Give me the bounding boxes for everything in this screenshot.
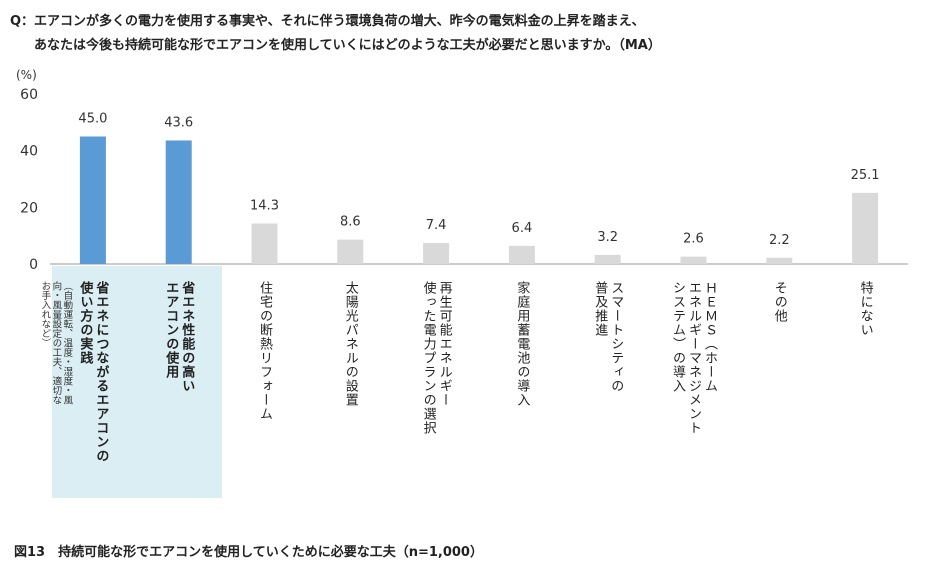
category-label-5-line-2: 使った電力プランの選択 xyxy=(421,280,437,435)
data-label-8: 2.6 xyxy=(683,232,704,247)
category-note-line-3: お手入れなど） xyxy=(39,281,51,348)
category-label-7-line-1: スマートシティの xyxy=(608,281,623,393)
data-label-4: 8.6 xyxy=(340,215,361,230)
bar-1 xyxy=(79,136,106,264)
data-label-3: 14.3 xyxy=(250,198,279,213)
category-label-8-line-1: ＨＥＭＳ（ホーム xyxy=(702,281,718,393)
data-label-10: 25.1 xyxy=(851,168,880,183)
question-line-2: あなたは今後も持続可能な形でエアコンを使用していくにはどのような工夫が必要だと思… xyxy=(34,38,661,53)
y-axis-unit: (%) xyxy=(16,68,37,82)
bar-8 xyxy=(680,256,707,264)
category-label-10-line-1: 特にない xyxy=(858,281,874,337)
category-label-9-line-1: その他 xyxy=(772,281,788,323)
category-label-7-line-2: 普及推進 xyxy=(592,281,608,337)
bar-7 xyxy=(594,254,621,264)
category-label-4-line-1: 太陽光パネルの設置 xyxy=(343,281,359,407)
bar-10 xyxy=(852,192,879,264)
category-label-1-line-1: 省エネにつながるエアコンの xyxy=(93,280,110,463)
category-label-6-line-1: 家庭用蓄電池の導入 xyxy=(514,280,530,407)
bar-5 xyxy=(423,243,450,264)
category-label-8-line-3: システム）の導入 xyxy=(670,281,686,393)
y-tick-label: 40 xyxy=(20,144,38,160)
data-label-9: 2.2 xyxy=(769,233,790,248)
y-tick-label: 0 xyxy=(29,257,38,273)
bar-2 xyxy=(165,140,192,264)
category-label-3-line-1: 住宅の断熱リフォーム xyxy=(257,281,273,421)
bar-9 xyxy=(766,257,793,264)
data-label-6: 6.4 xyxy=(512,221,533,236)
y-tick-label: 20 xyxy=(20,200,38,216)
bar-4 xyxy=(337,239,364,264)
question-text: Q：エアコンが多くの電力を使用する事実や、それに伴う環境負荷の増大、昨今の電気料… xyxy=(10,10,661,58)
data-label-5: 7.4 xyxy=(426,218,447,233)
question-line-1: Q：エアコンが多くの電力を使用する事実や、それに伴う環境負荷の増大、昨今の電気料… xyxy=(10,14,645,29)
bar-3 xyxy=(251,223,278,264)
bar-6 xyxy=(508,245,535,264)
figure-caption: 図13 持続可能な形でエアコンを使用していくために必要な工夫（n=1,000） xyxy=(14,545,483,560)
data-label-2: 43.6 xyxy=(164,115,193,130)
category-label-8-line-2: エネルギーマネジメント xyxy=(686,281,701,435)
category-label-2-line-1: 省エネ性能の高い xyxy=(179,280,196,393)
category-label-2-line-2: エアコンの使用 xyxy=(163,281,180,379)
category-label-1-line-2: 使い方の実践 xyxy=(77,280,94,365)
data-label-1: 45.0 xyxy=(78,112,107,127)
highlight-label-background xyxy=(52,266,222,498)
category-note-line-1: （自動運転、温度・湿度・風 xyxy=(61,281,73,405)
data-label-7: 3.2 xyxy=(597,230,618,245)
category-note-line-2: 向・風量設定の工夫、適切な xyxy=(50,280,62,404)
y-tick-label: 60 xyxy=(20,87,38,103)
category-label-5-line-1: 再生可能エネルギー xyxy=(437,281,453,407)
